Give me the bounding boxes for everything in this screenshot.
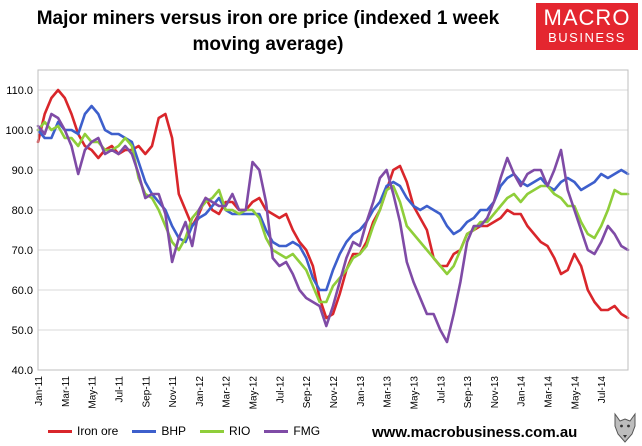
y-tick-label: 100.0 (5, 125, 33, 137)
x-tick-label: Mar-14 (544, 376, 555, 408)
y-axis-ticks: 40.0 50.0 60.0 70.0 80.0 90.0 100.0 110.0 (5, 85, 33, 377)
x-tick-label: Jul-12 (275, 376, 286, 404)
y-tick-label: 50.0 (12, 325, 33, 337)
x-tick-label: Nov-11 (168, 376, 179, 408)
x-tick-label: Jan-11 (34, 376, 45, 406)
brand-logo: MACRO BUSINESS (536, 3, 638, 50)
y-tick-label: 70.0 (12, 245, 33, 257)
x-tick-label: Sep-13 (463, 376, 474, 409)
y-tick-label: 40.0 (12, 365, 33, 377)
logo-line-1: MACRO (543, 5, 631, 30)
x-tick-label: Nov-12 (329, 376, 340, 409)
x-tick-label: May-11 (88, 376, 99, 409)
x-axis-ticks: Jan-11 Mar-11 May-11 Jul-11 Sep-11 Nov-11 Jan-… (34, 376, 608, 410)
x-tick-label: Sep-11 (141, 376, 152, 408)
x-tick-label: Jul-11 (114, 376, 125, 403)
x-tick-label: Mar-12 (222, 376, 233, 408)
legend-item: BHP (132, 422, 186, 440)
x-tick-label: May-13 (409, 376, 420, 410)
y-tick-label: 60.0 (12, 285, 33, 297)
y-tick-label: 90.0 (12, 165, 33, 177)
x-tick-label: Jul-13 (436, 376, 447, 404)
series-line-bhp (36, 104, 630, 292)
x-tick-label: Jan-13 (356, 376, 367, 407)
x-tick-label: May-14 (570, 376, 581, 410)
plot-border (37, 69, 629, 371)
x-tick-label: May-12 (249, 376, 260, 410)
series-lines (36, 88, 630, 344)
legend-label: RIO (229, 424, 251, 438)
y-tick-label: 80.0 (12, 205, 33, 217)
gridlines (38, 89, 628, 331)
legend-label: FMG (293, 424, 321, 438)
series-line-fmg (36, 112, 630, 344)
chart-title: Major miners versus iron ore price (inde… (36, 8, 500, 55)
legend-label: Iron ore (77, 424, 119, 438)
legend-swatch (264, 429, 289, 433)
x-tick-label: Mar-13 (383, 376, 394, 408)
legend-swatch (200, 429, 225, 433)
y-tick-label: 110.0 (6, 85, 33, 97)
logo-line-2: BUSINESS (548, 30, 626, 45)
legend-label: BHP (161, 424, 187, 438)
legend-item: FMG (264, 422, 320, 440)
legend-swatch (132, 429, 157, 433)
series-line-iron-ore (36, 88, 630, 320)
x-tick-label: Nov-13 (490, 376, 501, 409)
legend-item: RIO (200, 422, 250, 440)
legend: Iron ore BHP RIO FMG (48, 422, 334, 440)
x-tick-label: Jan-12 (195, 376, 206, 407)
x-tick-label: Jan-14 (517, 376, 528, 407)
x-tick-label: Jul-14 (597, 376, 608, 404)
footer-url: www.macrobusiness.com.au (372, 424, 578, 441)
x-tick-label: Sep-12 (302, 376, 313, 409)
wolf-logo-icon (614, 412, 636, 443)
legend-item: Iron ore (48, 422, 118, 440)
legend-swatch (48, 429, 72, 433)
x-tick-label: Mar-11 (61, 376, 72, 407)
